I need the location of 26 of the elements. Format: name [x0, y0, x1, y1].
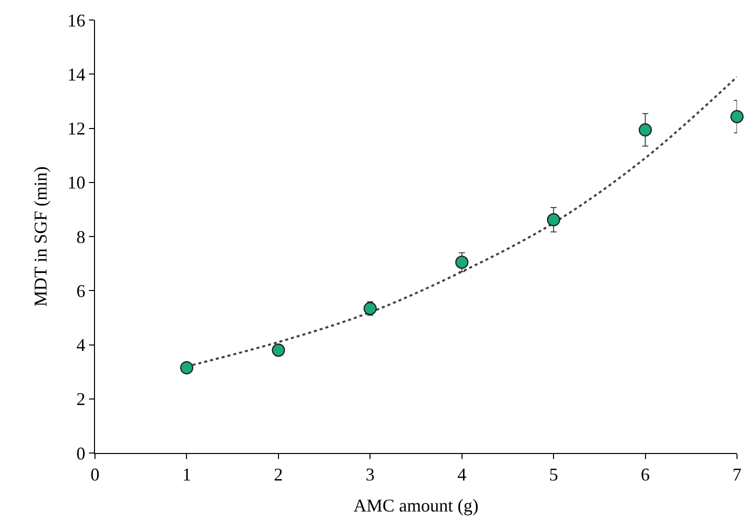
y-axis-title: MDT in SGF (min) [30, 166, 51, 307]
y-tick-label: 10 [67, 172, 86, 193]
x-tick-label: 3 [366, 464, 375, 485]
y-tick-label: 0 [76, 443, 86, 464]
point [546, 213, 560, 226]
x-tick-label: 2 [274, 464, 283, 485]
point [455, 256, 468, 269]
y-tick-label: 2 [76, 389, 86, 410]
point [364, 302, 377, 316]
y-tick-label: 4 [76, 335, 86, 356]
y-tick-label: 16 [67, 10, 86, 30]
y-tick-label: 6 [76, 280, 86, 301]
x-tick-label: 7 [732, 464, 742, 485]
x-tick-label: 1 [182, 464, 192, 485]
point [272, 344, 286, 357]
point [180, 361, 194, 374]
point [638, 123, 652, 136]
x-axis-title: AMC amount (g) [354, 496, 478, 516]
x-tick-label: 4 [457, 464, 466, 485]
y-tick-label: 8 [76, 226, 86, 247]
y-tick-label: 14 [67, 64, 86, 84]
point [730, 110, 744, 124]
x-tick-label: 6 [640, 464, 650, 485]
x-tick-label: 5 [549, 464, 558, 485]
y-tick-label: 12 [67, 118, 86, 139]
x-tick-label: 0 [90, 464, 100, 485]
